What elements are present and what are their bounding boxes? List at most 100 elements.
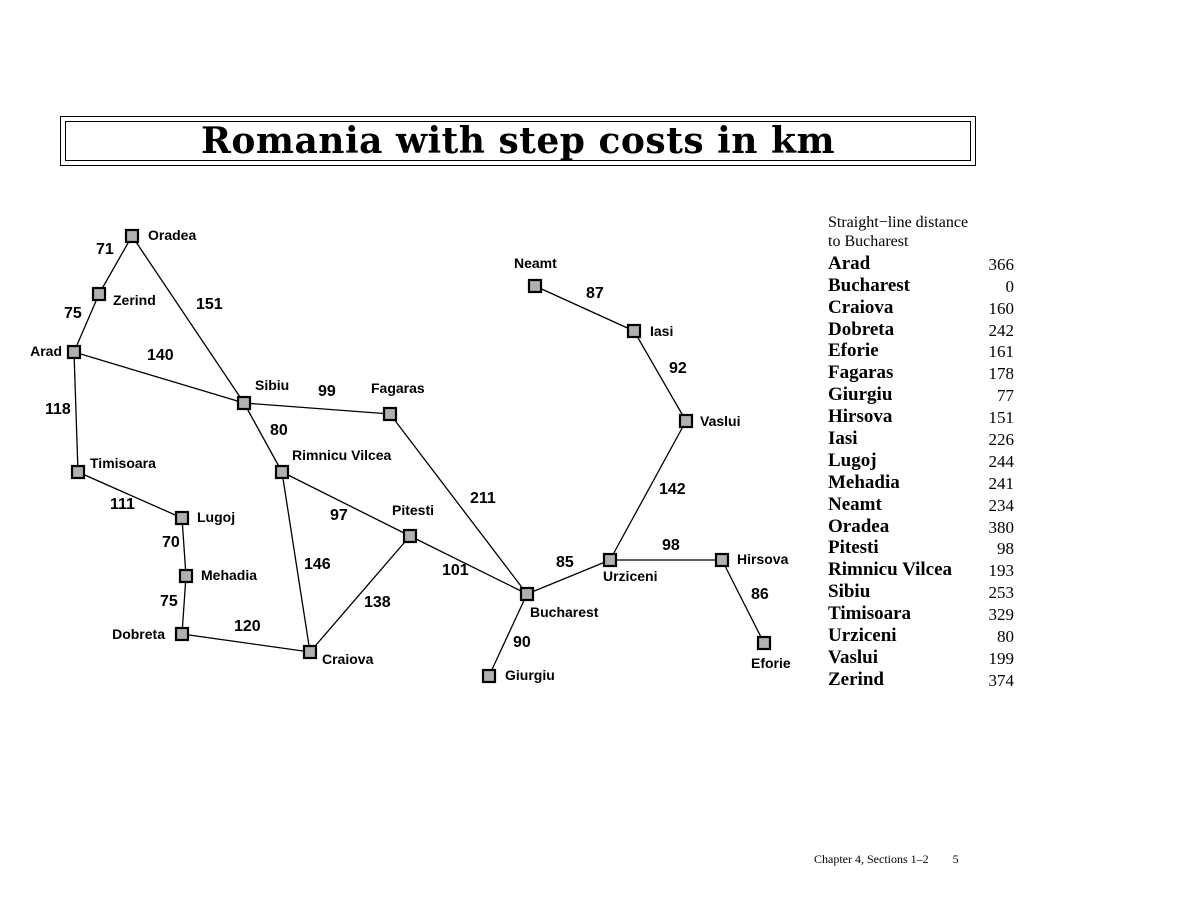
distance-row-craiova: Craiova 160 [828,297,1014,319]
cost-label-craiova-pitesti: 138 [364,594,391,611]
city-node-urziceni [602,552,618,568]
distance-value: 253 [988,583,1015,603]
city-label-arad: Arad [30,343,62,359]
legend-header: Straight−line distance to Bucharest [828,213,968,251]
cost-label-bucharest-urziceni: 85 [556,554,574,571]
cost-label-oradea-zerind: 71 [96,241,114,258]
distance-city-name: Vaslui [828,646,878,668]
cost-label-iasi-neamt: 87 [586,285,604,302]
city-node-mehadia [178,568,194,584]
distance-value: 234 [988,495,1015,515]
distance-value: 242 [988,320,1015,340]
road-pitesti-bucharest [409,535,528,595]
distance-row-rimnicu-vilcea: Rimnicu Vilcea 193 [828,559,1014,581]
city-label-sibiu: Sibiu [255,377,289,393]
city-label-mehadia: Mehadia [201,567,257,583]
road-mehadia-dobreta [181,575,187,635]
cost-label-timisoara-lugoj: 111 [110,496,135,513]
city-node-neamt [527,278,543,294]
distance-city-name: Giurgiu [828,384,893,406]
city-label-rimnicu-vilcea: Rimnicu Vilcea [292,447,392,463]
city-label-urziceni: Urziceni [603,568,657,584]
distance-city-name: Dobreta [828,318,895,340]
cost-label-lugoj-mehadia: 70 [162,534,180,551]
city-label-vaslui: Vaslui [700,413,740,429]
distance-city-name: Lugoj [828,449,877,471]
distance-value: 77 [997,386,1014,406]
distance-row-fagaras: Fagaras 178 [828,362,1014,384]
city-node-rimnicu-vilcea [274,464,290,480]
road-zerind-arad [73,293,100,353]
road-oradea-sibiu [131,235,245,404]
city-node-eforie [756,635,772,651]
cost-label-arad-sibiu: 140 [147,347,174,364]
road-sibiu-rimnicu-vilcea [243,402,283,473]
cost-label-urziceni-hirsova: 98 [662,537,680,554]
distance-row-lugoj: Lugoj 244 [828,450,1014,472]
distance-row-oradea: Oradea 380 [828,516,1014,538]
distance-row-timisoara: Timisoara 329 [828,603,1014,625]
cost-label-sibiu-fagaras: 99 [318,383,336,400]
road-vaslui-iasi [633,330,687,422]
road-sibiu-fagaras [243,402,391,415]
city-node-hirsova [714,552,730,568]
road-timisoara-lugoj [77,471,183,519]
distance-value: 160 [988,298,1015,318]
distance-city-name: Sibiu [828,581,871,603]
cost-label-rimnicu-vilcea-craiova: 146 [304,556,331,573]
city-node-zerind [91,286,107,302]
road-urziceni-vaslui [609,420,687,561]
distance-city-name: Urziceni [828,625,897,647]
road-rimnicu-vilcea-craiova [281,471,311,653]
distance-row-neamt: Neamt 234 [828,494,1014,516]
distance-row-sibiu: Sibiu 253 [828,581,1014,603]
city-node-dobreta [174,626,190,642]
cost-label-rimnicu-vilcea-pitesti: 97 [330,507,348,524]
distance-city-name: Arad [828,252,871,274]
distance-value: 193 [988,561,1015,581]
city-label-pitesti: Pitesti [392,502,434,518]
romania-map: 71 75 151 140 118 111 70 75 120 99 80 97 146 138 101 21… [30,227,791,684]
cost-label-fagaras-bucharest: 211 [470,490,496,507]
distance-city-name: Mehadia [828,471,900,493]
city-node-craiova [302,644,318,660]
city-label-zerind: Zerind [113,292,156,308]
road-bucharest-urziceni [526,559,611,595]
city-label-craiova: Craiova [322,651,374,667]
road-rimnicu-vilcea-pitesti [281,471,411,537]
distance-city-name: Oradea [828,515,890,537]
footer-page-number: 5 [952,852,959,866]
city-label-neamt: Neamt [514,255,557,271]
distance-city-name: Fagaras [828,362,894,384]
distance-city-name: Pitesti [828,537,879,559]
road-fagaras-bucharest [389,413,528,595]
cost-label-mehadia-dobreta: 75 [160,593,178,610]
city-node-giurgiu [481,668,497,684]
distance-city-name: Iasi [828,428,858,450]
road-lugoj-mehadia [181,517,187,577]
cost-label-urziceni-vaslui: 142 [659,481,686,498]
roads-layer [73,235,765,677]
distance-table: Arad 366 Bucharest 0 Craiova 160 Dobreta 242 Efo… [828,253,1014,691]
road-oradea-zerind [98,235,133,295]
distance-city-name: Neamt [828,493,882,515]
cost-label-arad-timisoara: 118 [45,401,71,418]
cost-label-dobreta-craiova: 120 [234,618,261,635]
distance-city-name: Eforie [828,340,879,362]
cost-label-hirsova-eforie: 86 [751,586,769,603]
distance-value: 244 [988,451,1015,471]
title-frame: Romania with step costs in km [60,116,976,166]
distance-row-zerind: Zerind 374 [828,669,1014,691]
distance-value: 374 [988,670,1015,690]
city-node-arad [66,344,82,360]
distance-row-urziceni: Urziceni 80 [828,625,1014,647]
distance-value: 178 [988,364,1015,384]
road-arad-sibiu [73,351,245,404]
distance-city-name: Zerind [828,668,884,690]
distance-value: 0 [1005,276,1015,296]
cost-label-sibiu-rimnicu-vilcea: 80 [270,422,288,439]
city-label-timisoara: Timisoara [90,455,156,471]
cost-label-pitesti-bucharest: 101 [442,562,469,579]
road-iasi-neamt [534,285,635,332]
distance-value: 161 [988,342,1015,362]
